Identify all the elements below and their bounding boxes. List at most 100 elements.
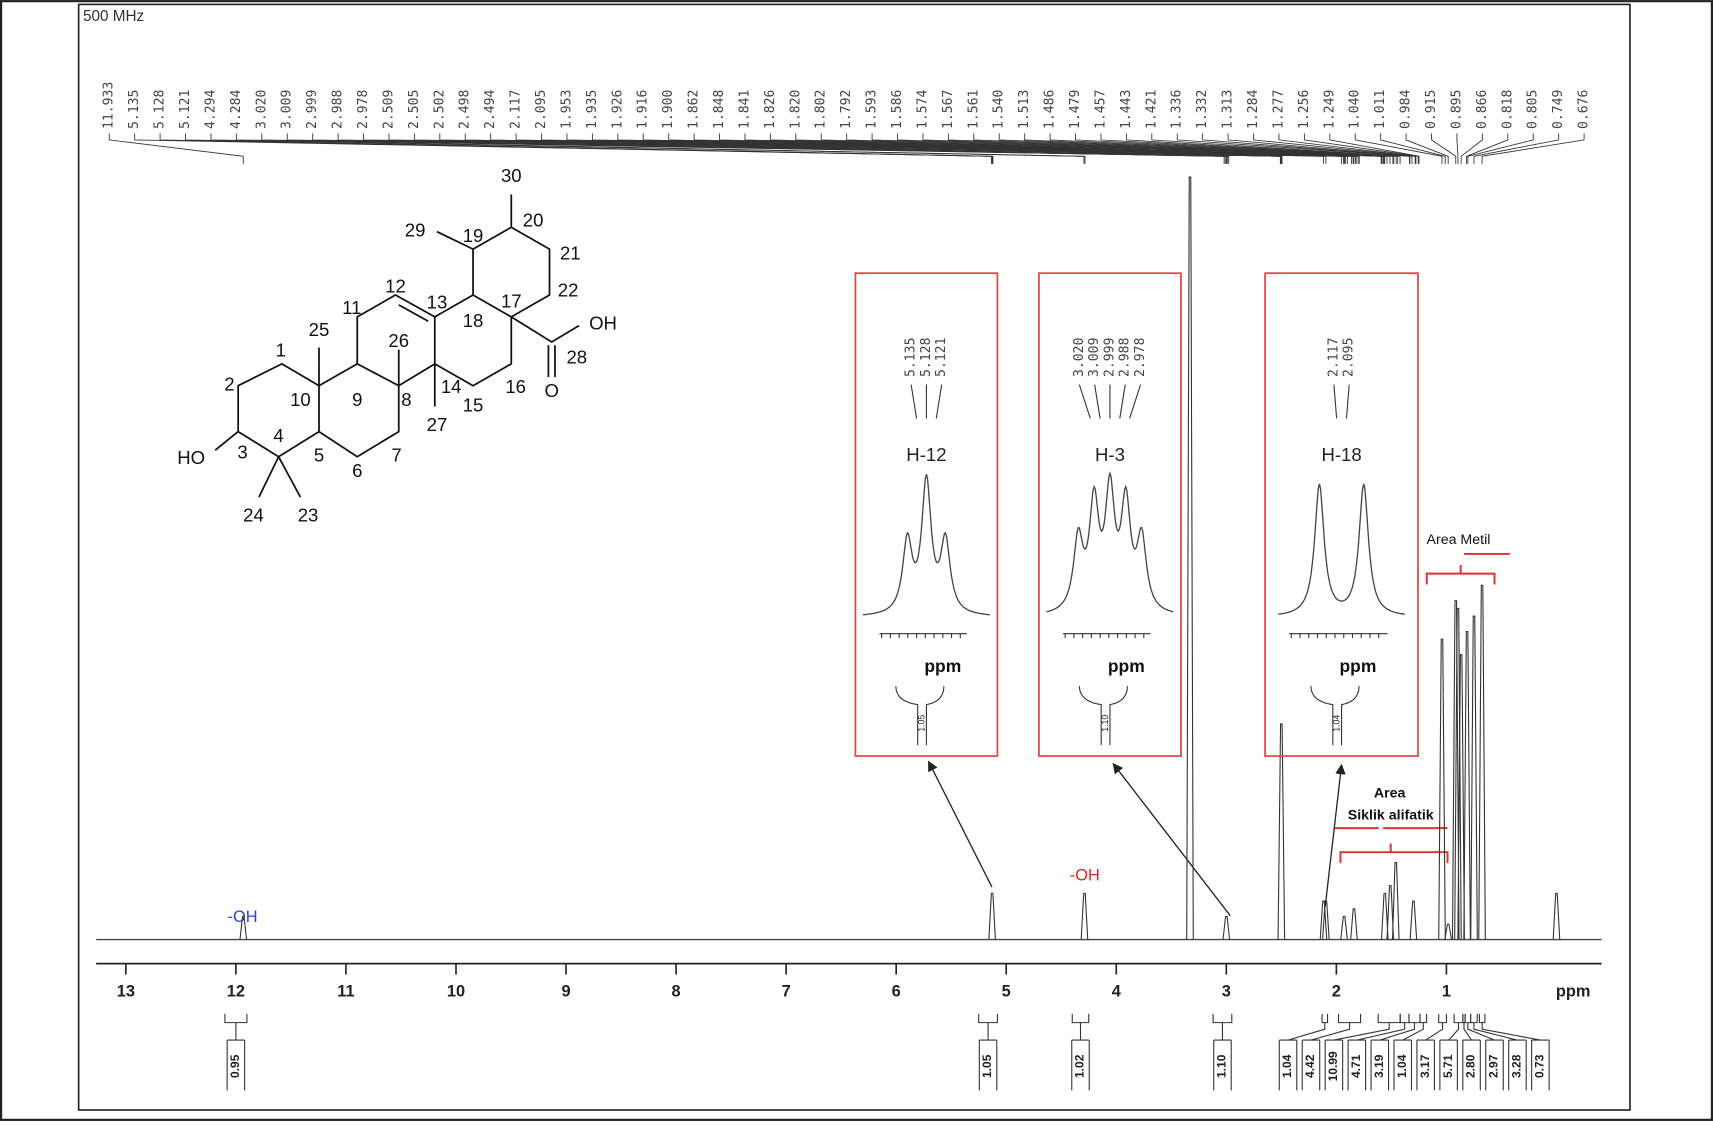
peak-leader — [1456, 133, 1459, 164]
integral-label: 3.28 — [1510, 1054, 1524, 1078]
signal — [1386, 885, 1395, 940]
inset-box — [1264, 272, 1419, 757]
inset-peak-label: 3.009 — [1087, 338, 1102, 377]
atom-label: 20 — [523, 210, 544, 231]
signal — [1444, 923, 1452, 940]
integral-label: 4.71 — [1349, 1054, 1363, 1078]
inset-leader — [910, 384, 918, 419]
inset-box — [854, 272, 999, 757]
x-tick-label: 7 — [782, 982, 791, 1000]
peak-label: 2.502 — [432, 90, 447, 129]
atom-label: 13 — [427, 292, 448, 313]
peak-label: 0.915 — [1424, 90, 1439, 129]
peak-leader — [1481, 133, 1585, 164]
atom-label: 5 — [314, 445, 324, 466]
atom-label: 16 — [505, 376, 526, 397]
x-tick-label: 3 — [1222, 982, 1231, 1000]
inset-peak-label: 5.121 — [934, 338, 949, 377]
integral-label: 1.04 — [1395, 1054, 1409, 1078]
peak-leader — [1176, 133, 1410, 164]
inset-leader — [935, 384, 943, 419]
signal — [1552, 892, 1561, 940]
peak-label: 1.953 — [559, 90, 574, 129]
peak-label: 1.336 — [1170, 89, 1185, 129]
signal — [1277, 723, 1286, 940]
atom-label: 17 — [501, 291, 522, 312]
header: 500 MHz — [83, 8, 144, 25]
inset-integral-label: 1.10 — [1100, 715, 1110, 732]
inset-integral — [895, 686, 945, 746]
inset-curve — [1046, 471, 1174, 613]
arrow — [1324, 763, 1346, 907]
aliphatic-bracket — [1339, 843, 1449, 864]
peak-label: 1.421 — [1144, 90, 1159, 129]
peak-label: 5.135 — [127, 90, 142, 129]
inset-leader — [1333, 384, 1338, 419]
peak-label: 2.988 — [331, 89, 346, 129]
signal — [988, 892, 996, 940]
peak-label: 1.011 — [1373, 90, 1388, 129]
inset-leader — [1119, 384, 1126, 419]
inset-peak-label: 2.095 — [1342, 338, 1357, 377]
integral-leader — [1370, 1022, 1416, 1091]
peak-leader — [1354, 133, 1443, 164]
integral-label: 4.42 — [1303, 1054, 1317, 1078]
peak-label: 1.567 — [941, 90, 956, 129]
peak-label: 1.486 — [1043, 89, 1058, 129]
x-tick-label: 5 — [1002, 982, 1011, 1000]
atom-label: 18 — [463, 310, 484, 331]
signal — [1470, 615, 1478, 940]
signal — [1322, 900, 1330, 940]
inset-title: H-18 — [1321, 444, 1361, 465]
x-tick-label: 11 — [337, 982, 354, 1000]
x-tick-label: 10 — [447, 982, 465, 1000]
integral-label: 3.17 — [1418, 1054, 1432, 1078]
atom-label: 6 — [352, 460, 362, 481]
annotation: Area Metil — [1427, 532, 1491, 548]
arrow — [928, 760, 993, 888]
peak-leader — [1473, 133, 1560, 164]
peak-leader — [1024, 133, 1391, 164]
inset-leader — [1129, 384, 1142, 419]
integral-leader — [1462, 1022, 1481, 1091]
atom-label: 12 — [385, 275, 406, 296]
atom-label: 30 — [501, 165, 522, 186]
peak-label: 1.586 — [890, 89, 905, 129]
peak-label: 1.332 — [1195, 90, 1210, 129]
inset-title: H-12 — [906, 444, 946, 465]
integral-label: 10.99 — [1326, 1051, 1340, 1081]
peak-label: 2.505 — [407, 90, 422, 129]
inset-axis — [1062, 633, 1151, 639]
peak-leader — [1380, 133, 1446, 164]
inset-integral — [1078, 686, 1128, 746]
peak-leader — [185, 133, 994, 164]
signal — [1457, 654, 1465, 940]
integral-label: 0.73 — [1533, 1054, 1547, 1078]
peak-label: 1.802 — [814, 90, 829, 129]
integral-leader — [1439, 1022, 1460, 1091]
peak-leader — [871, 133, 1382, 164]
atom-label: 27 — [427, 414, 448, 435]
integral-label: 0.95 — [228, 1054, 242, 1078]
peak-leader — [1227, 133, 1413, 164]
peak-label: 4.284 — [229, 89, 244, 129]
signal — [1454, 607, 1462, 940]
peak-leader — [1049, 133, 1394, 164]
peak-label: 4.294 — [203, 89, 218, 129]
x-tick-label: 13 — [117, 982, 135, 1000]
peak-label: 1.277 — [1271, 90, 1286, 129]
peak-label: 1.848 — [712, 89, 727, 129]
atom-label: 23 — [298, 505, 319, 526]
x-tick-label: 1 — [1442, 982, 1451, 1000]
peak-label: 1.313 — [1221, 90, 1236, 129]
signal — [1340, 915, 1348, 940]
peak-label: 1.574 — [915, 89, 930, 129]
atom-label: 29 — [405, 220, 426, 241]
inset-box — [1038, 272, 1182, 757]
inset-axis-label: ppm — [1340, 656, 1377, 676]
integral-leader — [978, 1022, 998, 1091]
peak-label: 1.513 — [1017, 90, 1032, 129]
inset-curve — [863, 474, 990, 616]
peak-label: 3.009 — [280, 90, 295, 129]
